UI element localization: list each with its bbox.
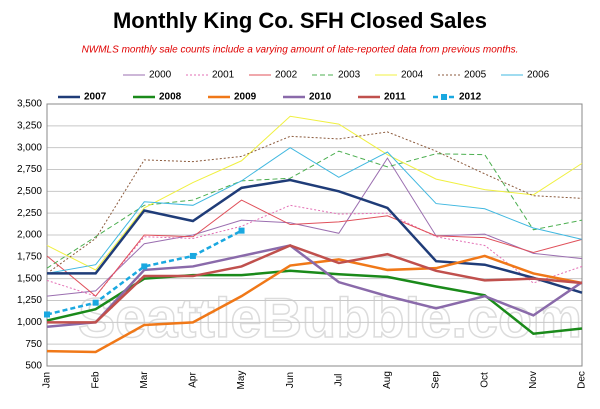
series-line <box>46 147 583 274</box>
y-tick-label: 2,250 <box>17 208 42 219</box>
legend-label: 2010 <box>309 92 332 103</box>
legend-label: 2007 <box>84 92 107 103</box>
legend-marker <box>441 94 447 100</box>
x-tick-label: Jun <box>285 372 296 388</box>
legend-label: 2012 <box>459 92 482 103</box>
y-tick-label: 1,250 <box>17 295 42 306</box>
x-tick-label: Mar <box>139 371 150 389</box>
x-tick-label: Feb <box>90 371 101 389</box>
legend-label: 2003 <box>338 70 361 81</box>
watermark: SeattleBubble.com <box>78 286 582 349</box>
series-line <box>46 229 243 316</box>
x-tick-label: Oct <box>479 372 490 388</box>
point-marker <box>141 263 148 270</box>
y-tick-label: 750 <box>25 339 42 350</box>
legend-label: 2004 <box>401 70 424 81</box>
chart-title: Monthly King Co. SFH Closed Sales <box>113 8 487 33</box>
x-tick-label: Nov <box>528 371 539 389</box>
x-tick-label: Jul <box>333 374 344 387</box>
y-tick-label: 3,500 <box>17 99 42 110</box>
y-tick-label: 2,750 <box>17 164 42 175</box>
point-marker <box>44 311 50 318</box>
x-tick-label: Dec <box>577 371 588 389</box>
y-tick-label: 1,750 <box>17 251 42 262</box>
point-marker <box>189 252 196 259</box>
legend-label: 2001 <box>212 70 235 81</box>
y-tick-label: 2,000 <box>17 230 42 241</box>
legend-label: 2009 <box>234 92 257 103</box>
series-line <box>47 244 583 324</box>
legend-label: 2008 <box>159 92 182 103</box>
series-line <box>46 131 583 274</box>
y-tick-label: 2,500 <box>17 186 42 197</box>
point-marker <box>238 227 245 234</box>
x-tick-label: Apr <box>188 372 199 388</box>
series-line <box>46 115 583 271</box>
y-tick-label: 1,500 <box>17 273 42 284</box>
y-tick-label: 3,250 <box>17 120 42 131</box>
legend-label: 2005 <box>464 70 487 81</box>
series-line <box>46 157 583 297</box>
legend-label: 2000 <box>149 70 172 81</box>
x-tick-label: Jan <box>42 372 53 388</box>
y-tick-label: 3,000 <box>17 142 42 153</box>
legend-label: 2011 <box>384 92 406 103</box>
series-line <box>46 204 583 297</box>
series-line <box>46 244 583 328</box>
x-tick-label: Aug <box>382 371 393 389</box>
point-marker <box>92 299 99 306</box>
series-line <box>46 150 583 269</box>
series-line <box>47 178 583 294</box>
x-tick-label: Sep <box>431 371 442 389</box>
legend-label: 2006 <box>527 70 550 81</box>
legend-label: 2002 <box>275 70 298 81</box>
plot-border <box>46 103 583 367</box>
series-line <box>46 199 583 297</box>
x-tick-label: May <box>236 371 247 390</box>
y-tick-label: 500 <box>25 361 42 372</box>
y-tick-label: 1,000 <box>17 317 42 328</box>
chart-subtitle: NWMLS monthly sale counts include a vary… <box>82 45 519 56</box>
